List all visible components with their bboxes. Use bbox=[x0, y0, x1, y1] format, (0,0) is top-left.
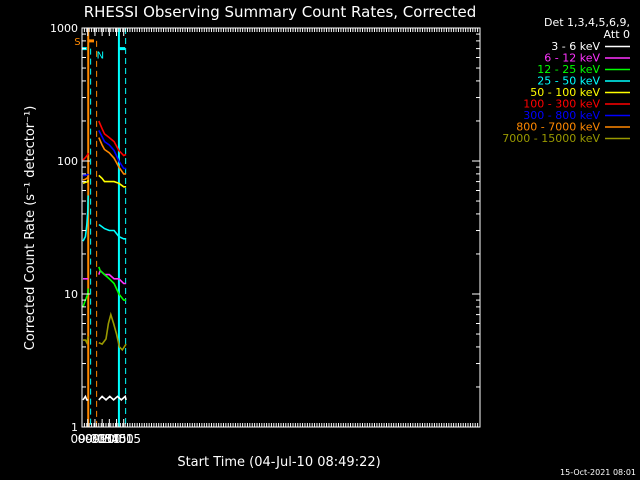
legend-label-8: 7000 - 15000 keV bbox=[502, 132, 600, 145]
y-tick-label-1: 10 bbox=[64, 288, 78, 301]
night-label: N bbox=[97, 51, 104, 62]
legend-label-5: 100 - 300 keV bbox=[523, 98, 600, 111]
series-line-7-seg-0 bbox=[82, 175, 89, 181]
series-line-2-seg-0 bbox=[82, 288, 89, 308]
series-line-0-seg-0 bbox=[82, 394, 89, 401]
series-line-4-seg-0 bbox=[82, 179, 89, 185]
legend-header-line-2: Att 0 bbox=[604, 28, 630, 41]
series-line-5-seg-1 bbox=[98, 120, 127, 157]
legend-label-1: 6 - 12 keV bbox=[544, 52, 600, 65]
footer-timestamp: 15-Oct-2021 08:01 bbox=[560, 468, 636, 477]
series-line-5-seg-0 bbox=[82, 152, 89, 161]
series-line-8-seg-0 bbox=[83, 336, 89, 345]
series-line-2-seg-1 bbox=[98, 266, 127, 301]
x-tick-label-4: 10:00 bbox=[99, 432, 134, 446]
series-line-3-seg-0 bbox=[82, 195, 89, 242]
y-axis: 1 10 100 1000 bbox=[50, 22, 480, 434]
x-tick-label-1: 09:15 bbox=[78, 432, 113, 446]
saa-label: S bbox=[74, 37, 80, 48]
x-tick-label-5: 10:15 bbox=[106, 432, 141, 446]
legend-label-0: 3 - 6 keV bbox=[551, 40, 600, 53]
x-tick-label-0: 09:00 bbox=[70, 432, 105, 446]
x-tick-label-2: 09:30 bbox=[85, 432, 120, 446]
series-line-3-seg-1 bbox=[98, 224, 127, 240]
legend-label-4: 50 - 100 keV bbox=[530, 86, 600, 99]
legend-header-line-1: Det 1,3,4,5,6,9, bbox=[544, 16, 630, 29]
series-line-4-seg-1 bbox=[98, 174, 127, 188]
series-line-6-seg-0 bbox=[83, 173, 89, 177]
legend-label-3: 25 - 50 keV bbox=[537, 75, 600, 88]
legend-label-6: 300 - 800 keV bbox=[523, 109, 600, 122]
series-line-0-seg-1 bbox=[98, 394, 127, 401]
series-line-8-seg-1 bbox=[98, 311, 127, 352]
legend-label-2: 12 - 25 keV bbox=[537, 63, 600, 76]
y-tick-label-2: 100 bbox=[57, 155, 78, 168]
y-axis-label: Corrected Count Rate (s⁻¹ detector⁻¹) bbox=[23, 106, 38, 351]
chart-title: RHESSI Observing Summary Count Rates, Co… bbox=[84, 3, 477, 21]
series-line-7-seg-1 bbox=[98, 137, 127, 175]
x-tick-label-3: 09:45 bbox=[92, 432, 127, 446]
y-tick-label-0: 1 bbox=[71, 421, 78, 434]
series-line-6-seg-1 bbox=[98, 130, 127, 170]
plot-area: SN bbox=[74, 28, 127, 427]
legend-label-7: 800 - 7000 keV bbox=[516, 121, 600, 134]
x-axis-label: Start Time (04-Jul-10 08:49:22) bbox=[177, 455, 380, 470]
y-tick-label-3: 1000 bbox=[50, 22, 78, 35]
